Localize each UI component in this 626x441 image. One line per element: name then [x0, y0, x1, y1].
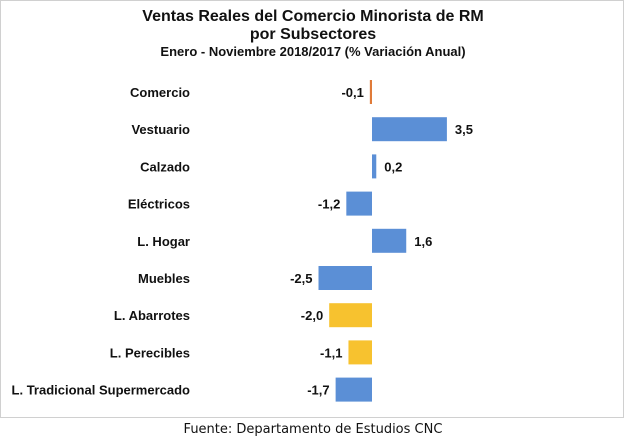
chart-title: Ventas Reales del Comercio Minorista de … [142, 8, 484, 25]
category-label: L. Abarrotes [114, 308, 190, 323]
chart-title-line2: por Subsectores [249, 26, 377, 43]
bar [329, 303, 372, 328]
value-label: -1,7 [307, 383, 329, 398]
bar [369, 80, 372, 104]
source-note: Fuente: Departamento de Estudios CNC [183, 422, 443, 437]
category-label: L. Perecibles [110, 345, 190, 360]
category-label: Muebles [138, 271, 190, 286]
chart-frame [0, 0, 624, 418]
value-label: 0,2 [384, 159, 402, 174]
category-label: L. Tradicional Supermercado [12, 383, 190, 398]
value-label: -1,2 [318, 197, 340, 212]
bar [372, 117, 447, 142]
bar [335, 377, 372, 402]
chart-subtitle: Enero - Noviembre 2018/2017 (% Variación… [160, 44, 466, 59]
bar [318, 266, 372, 290]
category-label: Comercio [130, 85, 190, 100]
category-label: Vestuario [131, 122, 190, 137]
bar [372, 154, 377, 179]
category-label: Eléctricos [128, 197, 190, 212]
value-label: -2,5 [290, 271, 312, 286]
value-label: -2,0 [301, 308, 323, 323]
value-label: 3,5 [455, 122, 473, 137]
bar [372, 228, 407, 253]
bar-chart: Comercio -0,1 Vestuario 3,5 Calzado 0,2 Eléctr… [12, 80, 473, 402]
category-label: Calzado [140, 159, 190, 174]
value-label: -0,1 [341, 85, 363, 100]
value-label: 1,6 [414, 234, 432, 249]
bar [346, 191, 372, 216]
bar [348, 340, 372, 365]
category-label: L. Hogar [137, 234, 190, 249]
value-label: -1,1 [320, 345, 342, 360]
